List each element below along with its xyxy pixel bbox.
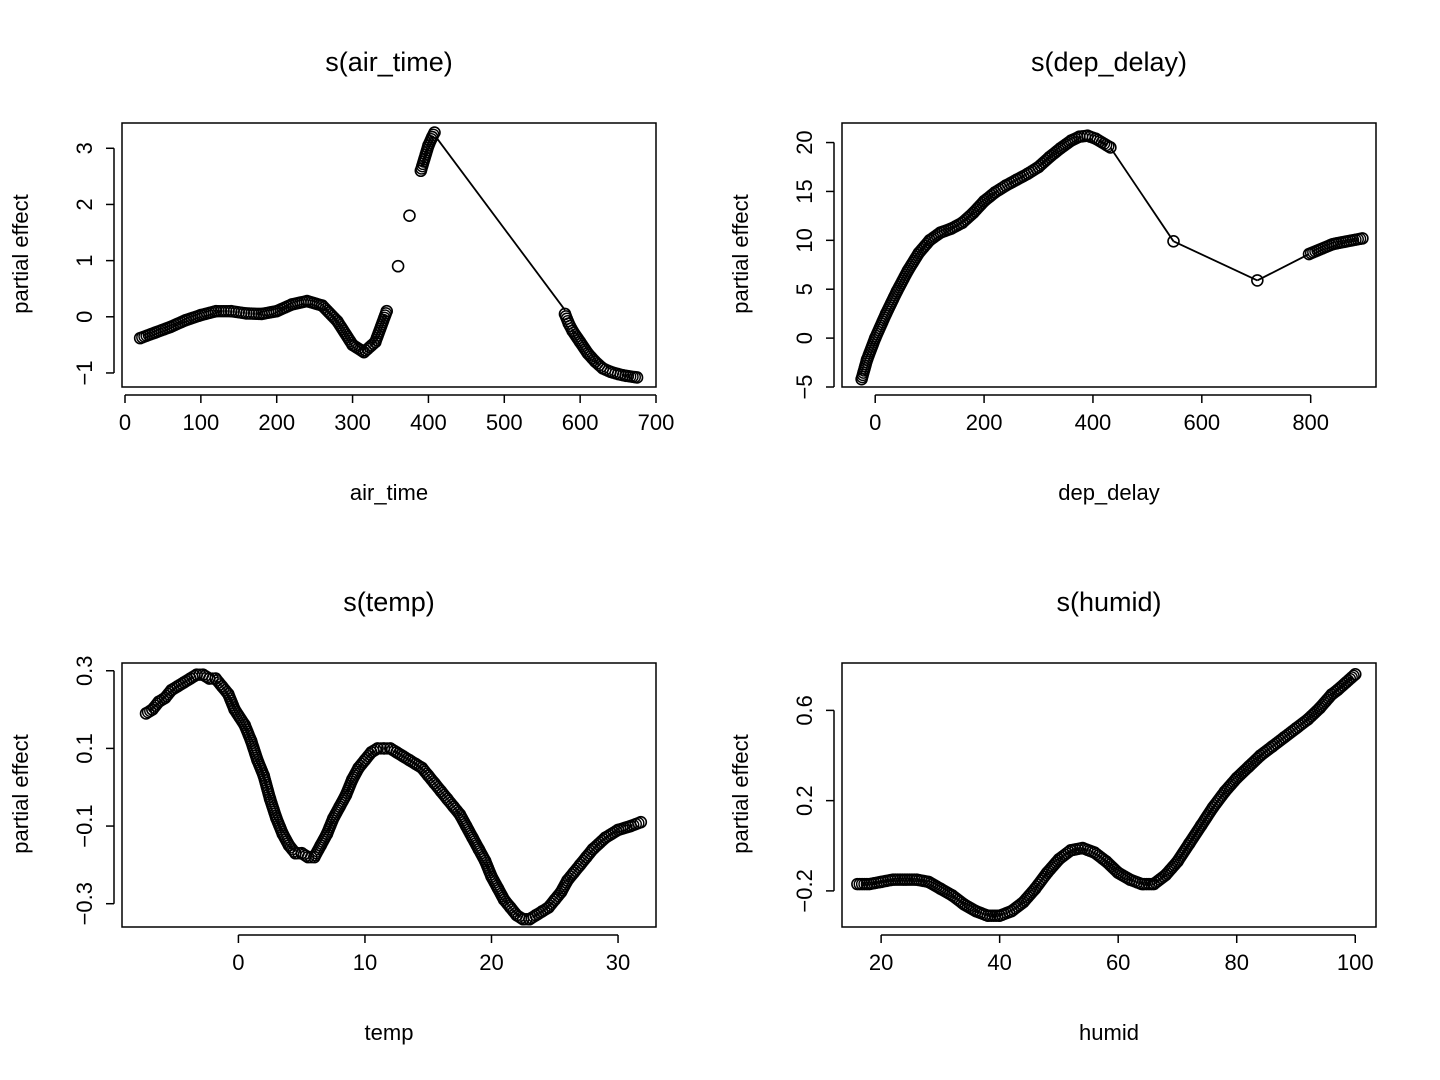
data-point-air-time bbox=[592, 358, 606, 372]
panel-title-humid: s(humid) bbox=[1056, 587, 1161, 617]
data-point-air-time bbox=[428, 126, 441, 139]
y-axis-label-air-time: partial effect bbox=[8, 194, 33, 313]
x-tick-label-air-time: 500 bbox=[486, 410, 523, 435]
data-point-humid bbox=[1347, 669, 1360, 683]
data-point-temp bbox=[369, 743, 382, 756]
x-tick-label-humid: 60 bbox=[1106, 950, 1130, 975]
data-point-dep-delay bbox=[1104, 141, 1117, 154]
x-axis-label-dep-delay: dep_delay bbox=[1058, 480, 1160, 505]
y-tick-label-humid: −0.2 bbox=[792, 869, 817, 912]
x-tick-label-dep-delay: 800 bbox=[1292, 410, 1329, 435]
y-tick-label-dep-delay: 10 bbox=[792, 228, 817, 252]
panel-title-dep-delay: s(dep_delay) bbox=[1031, 47, 1187, 77]
x-tick-label-humid: 80 bbox=[1224, 950, 1248, 975]
y-tick-label-humid: 0.6 bbox=[792, 695, 817, 726]
data-point-dep-delay bbox=[1356, 232, 1369, 245]
x-tick-label-humid: 100 bbox=[1337, 950, 1374, 975]
y-axis-label-temp: partial effect bbox=[8, 734, 33, 853]
y-tick-label-temp: −0.3 bbox=[72, 882, 97, 925]
plot-frame-air-time bbox=[121, 122, 657, 388]
data-point-temp bbox=[371, 742, 384, 755]
panel-title-air-time: s(air_time) bbox=[325, 47, 453, 77]
y-tick-label-air-time: 3 bbox=[72, 142, 97, 154]
y-axis-label-humid: partial effect bbox=[728, 734, 753, 853]
data-point-air-time bbox=[391, 259, 405, 273]
x-tick-label-temp: 30 bbox=[606, 950, 630, 975]
connector-line-air-time bbox=[435, 136, 566, 311]
data-point-air-time bbox=[630, 371, 644, 384]
connector-line-dep-delay bbox=[1256, 253, 1310, 282]
panel-air-time: s(air_time) air_time partial effect 0 100… bbox=[8, 47, 674, 505]
x-tick-label-temp: 0 bbox=[232, 950, 244, 975]
x-tick-label-air-time: 100 bbox=[182, 410, 219, 435]
data-point-dep-delay bbox=[1251, 274, 1264, 287]
x-tick-label-air-time: 400 bbox=[410, 410, 447, 435]
y-tick-label-dep-delay: 20 bbox=[792, 130, 817, 154]
y-tick-label-dep-delay: 15 bbox=[792, 179, 817, 203]
x-axis-label-temp: temp bbox=[365, 1020, 414, 1045]
x-tick-label-dep-delay: 600 bbox=[1183, 410, 1220, 435]
plot-frame-dep-delay bbox=[841, 122, 1377, 388]
y-tick-label-air-time: −1 bbox=[72, 360, 97, 385]
data-point-humid bbox=[1348, 667, 1362, 681]
panel-temp: s(temp) temp partial effect 0 10 20 30 −0.3 −… bbox=[8, 587, 657, 1045]
y-tick-label-air-time: 2 bbox=[72, 198, 97, 210]
plot-frame-temp bbox=[121, 662, 657, 928]
data-point-air-time bbox=[355, 344, 369, 358]
y-tick-label-dep-delay: −5 bbox=[792, 374, 817, 399]
y-tick-label-air-time: 1 bbox=[72, 254, 97, 266]
x-tick-label-humid: 20 bbox=[869, 950, 893, 975]
x-tick-label-air-time: 700 bbox=[638, 410, 675, 435]
x-tick-label-dep-delay: 0 bbox=[869, 410, 881, 435]
data-point-air-time bbox=[380, 304, 394, 318]
x-tick-label-air-time: 200 bbox=[258, 410, 295, 435]
y-tick-label-air-time: 0 bbox=[72, 311, 97, 323]
x-axis-label-air-time: air_time bbox=[350, 480, 428, 505]
data-point-temp bbox=[374, 742, 387, 755]
y-tick-label-humid: 0.2 bbox=[792, 785, 817, 816]
y-tick-label-temp: 0.1 bbox=[72, 733, 97, 764]
y-axis-label-dep-delay: partial effect bbox=[728, 194, 753, 313]
data-point-dep-delay bbox=[1167, 235, 1180, 248]
x-tick-label-air-time: 300 bbox=[334, 410, 371, 435]
y-tick-label-temp: −0.1 bbox=[72, 804, 97, 847]
x-tick-label-air-time: 600 bbox=[562, 410, 599, 435]
data-point-temp bbox=[634, 815, 648, 829]
y-tick-label-dep-delay: 5 bbox=[792, 283, 817, 295]
x-tick-label-temp: 10 bbox=[353, 950, 377, 975]
x-tick-label-humid: 40 bbox=[987, 950, 1011, 975]
connector-line-dep-delay bbox=[1173, 240, 1258, 282]
x-tick-label-temp: 20 bbox=[479, 950, 503, 975]
panel-title-temp: s(temp) bbox=[343, 587, 435, 617]
panel-dep-delay: s(dep_delay) dep_delay partial effect 0 2… bbox=[728, 47, 1377, 505]
x-tick-label-dep-delay: 200 bbox=[966, 410, 1003, 435]
panel-humid: s(humid) humid partial effect 20 40 60 80 10… bbox=[728, 587, 1377, 1045]
data-point-humid bbox=[1345, 671, 1358, 684]
data-point-dep-delay bbox=[986, 187, 1000, 201]
connector-line-dep-delay bbox=[1109, 146, 1175, 242]
y-tick-label-dep-delay: 0 bbox=[792, 332, 817, 344]
x-tick-label-dep-delay: 400 bbox=[1075, 410, 1112, 435]
y-tick-label-temp: 0.3 bbox=[72, 655, 97, 686]
x-tick-label-air-time: 0 bbox=[119, 410, 131, 435]
plot-frame-humid bbox=[841, 662, 1377, 928]
data-point-air-time bbox=[403, 209, 416, 222]
x-axis-label-humid: humid bbox=[1079, 1020, 1139, 1045]
